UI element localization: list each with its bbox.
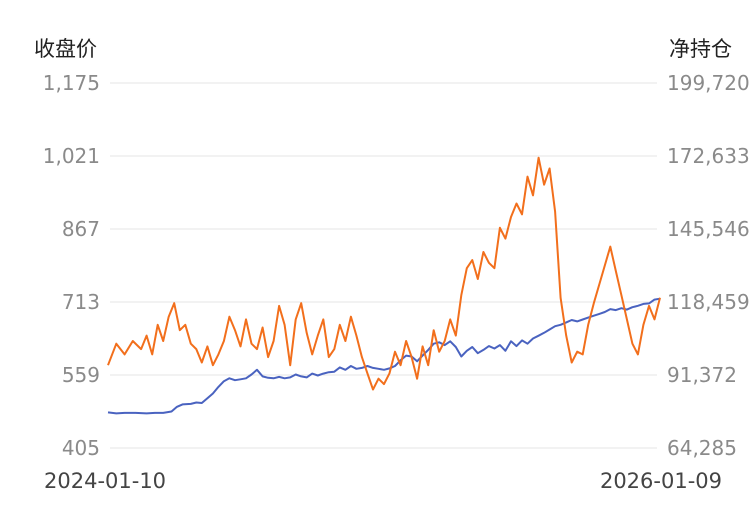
- left-axis-ticks: 1,175 1,021 867 713 559 405: [43, 71, 100, 460]
- x-tick-label-start: 2024-01-10: [44, 469, 166, 493]
- right-tick-label: 91,372: [667, 363, 737, 387]
- left-tick-label: 559: [62, 363, 100, 387]
- x-tick-label-end: 2026-01-09: [600, 469, 722, 493]
- right-tick-label: 145,546: [667, 217, 750, 241]
- left-tick-label: 713: [62, 290, 100, 314]
- close-price-line: [107, 297, 661, 415]
- right-tick-label: 118,459: [667, 290, 750, 314]
- right-tick-label: 199,720: [667, 71, 750, 95]
- net-position-line: [107, 156, 661, 391]
- series-lines: [107, 156, 661, 415]
- left-tick-label: 405: [62, 436, 100, 460]
- right-tick-label: 172,633: [667, 144, 750, 168]
- grid: [110, 82, 657, 449]
- right-axis-ticks: 199,720 172,633 145,546 118,459 91,372 64,285: [667, 71, 750, 460]
- left-tick-label: 867: [62, 217, 100, 241]
- left-axis-title: 收盘价: [34, 37, 97, 61]
- left-tick-label: 1,175: [43, 71, 100, 95]
- right-tick-label: 64,285: [667, 436, 737, 460]
- right-axis-title: 净持仓: [669, 37, 732, 61]
- left-tick-label: 1,021: [43, 144, 100, 168]
